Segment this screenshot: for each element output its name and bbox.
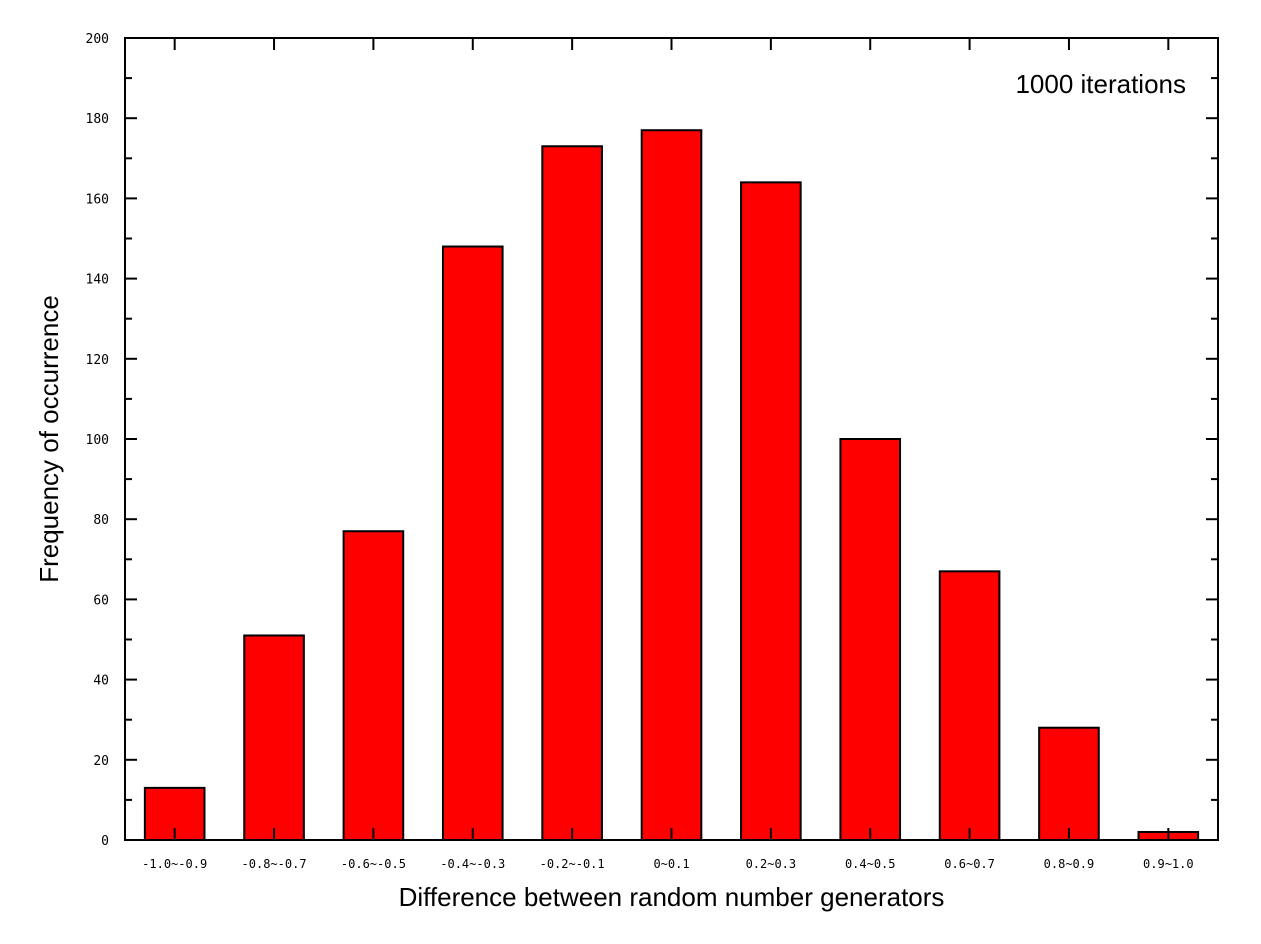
bar-8 [938,570,1001,842]
bar-5 [640,129,703,842]
bars-group [143,129,1200,842]
y-tick-label-20: 20 [93,754,109,769]
x-tick-label-3: -0.4~-0.3 [440,857,505,871]
bar-4 [541,145,603,841]
y-tick-label-40: 40 [93,674,109,689]
y-tick-label-0: 0 [101,834,109,849]
x-tick-label-8: 0.6~0.7 [944,857,995,871]
x-tick-label-5: 0~0.1 [653,857,689,871]
x-tick-labels: -1.0~-0.9 -0.8~-0.7 -0.6~-0.5 -0.4~-0.3 -0.2… [142,857,1193,871]
x-tick-label-1: -0.8~-0.7 [242,857,307,871]
y-tick-label-60: 60 [93,593,109,608]
x-tick-label-6: 0.2~0.3 [746,857,797,871]
x-tick-label-7: 0.4~0.5 [845,857,896,871]
x-tick-label-9: 0.8~0.9 [1044,857,1095,871]
x-tick-label-10: 0.9~1.0 [1143,857,1194,871]
ticks-group [125,37,1218,841]
bar-7 [839,438,902,841]
y-tick-label-180: 180 [86,112,109,127]
y-tick-label-80: 80 [93,513,109,528]
y-tick-labels: 0 20 40 60 80 100 120 140 160 180 200 [86,32,109,849]
bar-1 [243,634,305,841]
plot-frame [124,37,1219,841]
y-tick-label-100: 100 [86,433,109,448]
y-axis-label: Frequency of occurrence [34,295,64,583]
x-tick-label-2: -0.6~-0.5 [341,857,406,871]
bar-6 [740,181,802,842]
x-tick-label-0: -1.0~-0.9 [142,857,207,871]
x-axis-label: Difference between random number generat… [399,882,945,912]
y-tick-label-160: 160 [86,192,109,207]
y-tick-label-120: 120 [86,353,109,368]
bar-3 [441,245,504,841]
bar-9 [1038,726,1100,841]
y-tick-label-140: 140 [86,273,109,288]
iterations-annotation: 1000 iterations [1015,69,1186,99]
bar-2 [342,530,405,841]
y-tick-label-200: 200 [86,32,109,47]
x-tick-label-4: -0.2~-0.1 [540,857,605,871]
